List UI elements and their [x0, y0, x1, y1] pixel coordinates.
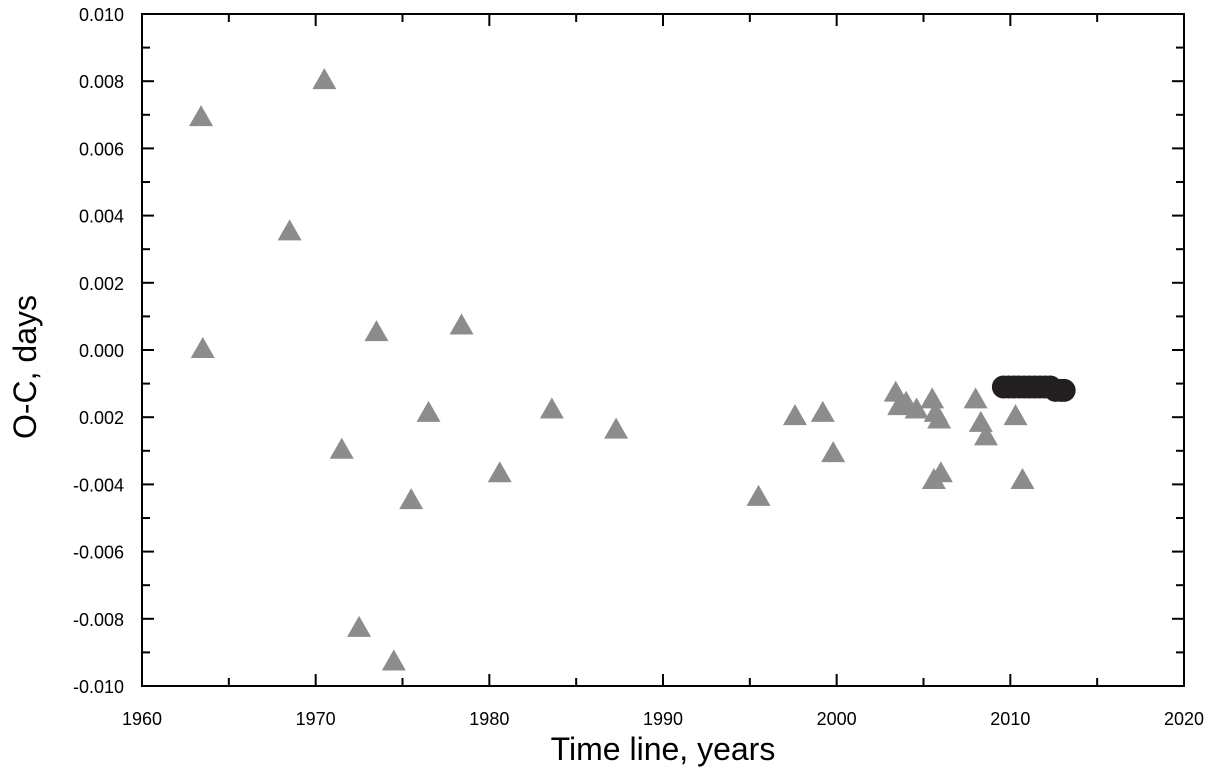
triangle-marker: [883, 380, 908, 402]
triangle-marker: [364, 320, 389, 342]
triangle-marker: [190, 336, 215, 358]
y-tick-label: -0.004: [73, 475, 124, 495]
axis-tick-labels: 1960 1970 1980 1990 2000 2010 2020 0.010 0.008 0.…: [73, 5, 1204, 729]
triangle-marker: [920, 387, 945, 409]
x-axis-title: Time line, years: [551, 731, 776, 767]
x-tick-label: 1980: [469, 709, 509, 729]
triangle-marker: [329, 437, 354, 459]
circle-marker: [1052, 378, 1076, 402]
triangle-marker: [928, 461, 953, 483]
triangle-marker: [399, 488, 424, 510]
y-tick-label: -0.010: [73, 677, 124, 697]
triangle-marker: [347, 615, 372, 637]
data-points: [189, 68, 1076, 671]
triangle-marker: [904, 397, 929, 419]
x-tick-label: 2020: [1164, 709, 1204, 729]
triangle-marker: [604, 417, 629, 439]
triangle-marker: [416, 400, 441, 422]
y-tick-label: -0.008: [73, 610, 124, 630]
axis-ticks: [141, 13, 1185, 687]
triangle-marker: [927, 407, 952, 429]
x-tick-label: 1990: [643, 709, 683, 729]
triangle-marker: [1010, 468, 1035, 490]
triangle-marker: [312, 68, 337, 90]
x-tick-label: 2010: [990, 709, 1030, 729]
triangle-marker: [782, 404, 807, 426]
y-tick-label: 0.008: [79, 72, 124, 92]
triangle-marker: [974, 424, 999, 446]
triangle-marker: [821, 441, 846, 463]
triangle-marker: [277, 219, 302, 241]
plot-frame: [141, 13, 1185, 687]
y-tick-label: 0.002: [79, 408, 124, 428]
y-tick-label: 0.002: [79, 274, 124, 294]
y-tick-label: 0.000: [79, 341, 124, 361]
x-tick-label: 2000: [817, 709, 857, 729]
triangle-marker: [449, 313, 474, 335]
triangle-marker: [1003, 404, 1028, 426]
y-axis-title: O-C, days: [7, 295, 43, 439]
triangle-marker: [539, 397, 564, 419]
y-tick-label: -0.006: [73, 543, 124, 563]
x-tick-label: 1970: [296, 709, 336, 729]
triangle-marker: [381, 649, 406, 671]
y-tick-label: 0.006: [79, 139, 124, 159]
triangle-marker: [487, 461, 512, 483]
x-tick-label: 1960: [122, 709, 162, 729]
triangle-marker: [189, 105, 214, 127]
y-tick-label: 0.010: [79, 5, 124, 25]
triangle-marker: [968, 410, 993, 432]
triangle-marker: [963, 387, 988, 409]
triangle-marker: [810, 400, 835, 422]
y-tick-label: 0.004: [79, 207, 124, 227]
triangle-marker: [746, 484, 771, 506]
